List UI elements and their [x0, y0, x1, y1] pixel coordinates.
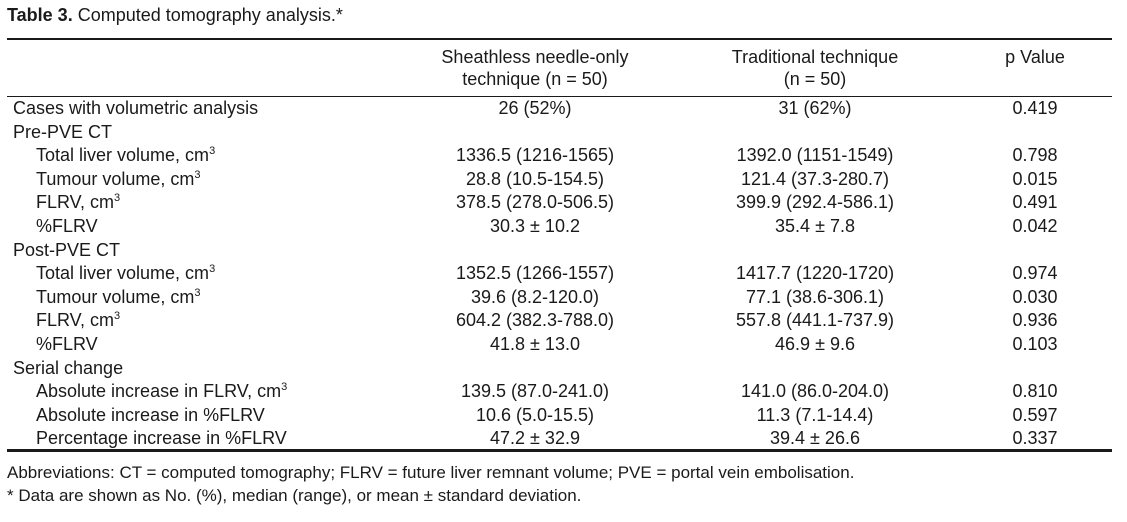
cell-p-value: 0.015 [1012, 168, 1058, 189]
table-row: %FLRV 30.3 ± 10.2 35.4 ± 7.8 0.042 [7, 215, 1112, 239]
header-sheathless: Sheathless needle-only technique (n = 50… [405, 46, 665, 90]
cell-sheathless: 26 (52%) [498, 98, 572, 118]
cell-sheathless: 10.6 (5.0-15.5) [475, 404, 595, 425]
cell-traditional: 1417.7 (1220-1720) [735, 263, 895, 284]
row-label: %FLRV [36, 215, 98, 236]
row-label: Percentage increase in %FLRV [36, 428, 287, 449]
row-label: FLRV, cm3 [36, 192, 121, 213]
table-row: Absolute increase in FLRV, cm3 139.5 (87… [7, 380, 1112, 404]
data-format-footnote: * Data are shown as No. (%), median (ran… [7, 486, 582, 505]
table-row: Absolute increase in %FLRV 10.6 (5.0-15.… [7, 404, 1112, 428]
cell-traditional: 121.4 (37.3-280.7) [740, 168, 890, 189]
cell-sheathless: 47.2 ± 32.9 [490, 428, 580, 449]
unit-superscript: 3 [194, 168, 201, 181]
header-traditional-line2: (n = 50) [783, 69, 847, 89]
cell-sheathless: 378.5 (278.0-506.5) [455, 192, 615, 213]
cell-p-value: 0.491 [1012, 192, 1058, 213]
section-label: Post-PVE CT [13, 239, 121, 260]
cell-p-value: 0.103 [1012, 333, 1058, 354]
cell-traditional: 35.4 ± 7.8 [775, 215, 855, 236]
table-row: Tumour volume, cm3 28.8 (10.5-154.5) 121… [7, 168, 1112, 192]
cell-traditional: 46.9 ± 9.6 [775, 333, 855, 354]
cell-p-value: 0.974 [1012, 263, 1058, 284]
table-row: Percentage increase in %FLRV 47.2 ± 32.9… [7, 427, 1112, 451]
row-label: Cases with volumetric analysis [13, 98, 259, 118]
header-p-value-label: p Value [1005, 47, 1065, 67]
table-title: Computed tomography analysis.* [72, 5, 343, 25]
cell-traditional: 31 (62%) [778, 98, 852, 118]
unit-superscript: 3 [194, 286, 201, 299]
table-row: Total liver volume, cm3 1336.5 (1216-156… [7, 144, 1112, 168]
abbreviations-footnote: Abbreviations: CT = computed tomography;… [7, 463, 855, 482]
header-rule [7, 96, 1112, 97]
cell-p-value: 0.042 [1012, 215, 1058, 236]
table-row: FLRV, cm3 378.5 (278.0-506.5) 399.9 (292… [7, 191, 1112, 215]
table-section-row: Post-PVE CT [7, 239, 1112, 263]
cell-p-value: 0.597 [1012, 404, 1058, 425]
unit-superscript: 3 [209, 145, 216, 158]
table-row: FLRV, cm3 604.2 (382.3-788.0) 557.8 (441… [7, 309, 1112, 333]
row-label: Total liver volume, cm3 [36, 145, 216, 166]
cell-p-value: 0.030 [1012, 286, 1058, 307]
cell-traditional: 399.9 (292.4-586.1) [735, 192, 895, 213]
header-traditional: Traditional technique (n = 50) [690, 46, 940, 90]
cell-sheathless: 30.3 ± 10.2 [490, 215, 580, 236]
cell-p-value: 0.798 [1012, 145, 1058, 166]
section-label: Serial change [13, 357, 124, 378]
header-sheathless-line1: Sheathless needle-only [441, 47, 629, 67]
row-label: Total liver volume, cm3 [36, 263, 216, 284]
cell-sheathless: 1352.5 (1266-1557) [455, 263, 615, 284]
row-label: Absolute increase in FLRV, cm3 [36, 381, 288, 402]
unit-superscript: 3 [114, 310, 121, 323]
table-body: Cases with volumetric analysis 26 (52%) … [7, 97, 1112, 451]
row-label: Tumour volume, cm3 [36, 286, 201, 307]
cell-sheathless: 28.8 (10.5-154.5) [465, 168, 605, 189]
cell-traditional: 39.4 ± 26.6 [770, 428, 860, 449]
cell-p-value: 0.810 [1012, 381, 1058, 402]
table-row: Tumour volume, cm3 39.6 (8.2-120.0) 77.1… [7, 286, 1112, 310]
table-number: Table 3. [7, 5, 73, 25]
table-caption: Table 3. Computed tomography analysis.* [7, 4, 343, 26]
cell-p-value: 0.419 [1012, 98, 1058, 118]
section-label: Pre-PVE CT [13, 121, 113, 142]
cell-sheathless: 604.2 (382.3-788.0) [455, 310, 615, 331]
header-sheathless-line2: technique (n = 50) [462, 69, 608, 89]
cell-traditional: 1392.0 (1151-1549) [736, 145, 894, 166]
row-label: FLRV, cm3 [36, 310, 121, 331]
cell-sheathless: 41.8 ± 13.0 [490, 333, 580, 354]
cell-p-value: 0.936 [1012, 310, 1058, 331]
unit-superscript: 3 [281, 381, 288, 394]
cell-traditional: 141.0 (86.0-204.0) [740, 381, 890, 402]
table-row: Total liver volume, cm3 1352.5 (1266-155… [7, 262, 1112, 286]
cell-traditional: 11.3 (7.1-14.4) [756, 404, 874, 425]
table-bottom-rule [7, 449, 1112, 452]
header-p-value: p Value [960, 46, 1110, 68]
cell-sheathless: 39.6 (8.2-120.0) [470, 286, 600, 307]
cell-traditional: 557.8 (441.1-737.9) [735, 310, 895, 331]
unit-superscript: 3 [114, 192, 121, 205]
row-label: Tumour volume, cm3 [36, 168, 201, 189]
table-row: %FLRV 41.8 ± 13.0 46.9 ± 9.6 0.103 [7, 333, 1112, 357]
cell-sheathless: 1336.5 (1216-1565) [455, 145, 615, 166]
header-traditional-line1: Traditional technique [731, 47, 899, 67]
unit-superscript: 3 [209, 263, 216, 276]
table-section-row: Pre-PVE CT [7, 121, 1112, 145]
table-section-row: Serial change [7, 357, 1112, 381]
table-top-rule [7, 38, 1112, 40]
cell-p-value: 0.337 [1012, 428, 1058, 449]
cell-sheathless: 139.5 (87.0-241.0) [460, 381, 610, 402]
row-label: %FLRV [36, 333, 98, 354]
cell-traditional: 77.1 (38.6-306.1) [745, 286, 885, 307]
row-label: Absolute increase in %FLRV [36, 404, 265, 425]
table-row: Cases with volumetric analysis 26 (52%) … [7, 97, 1112, 121]
